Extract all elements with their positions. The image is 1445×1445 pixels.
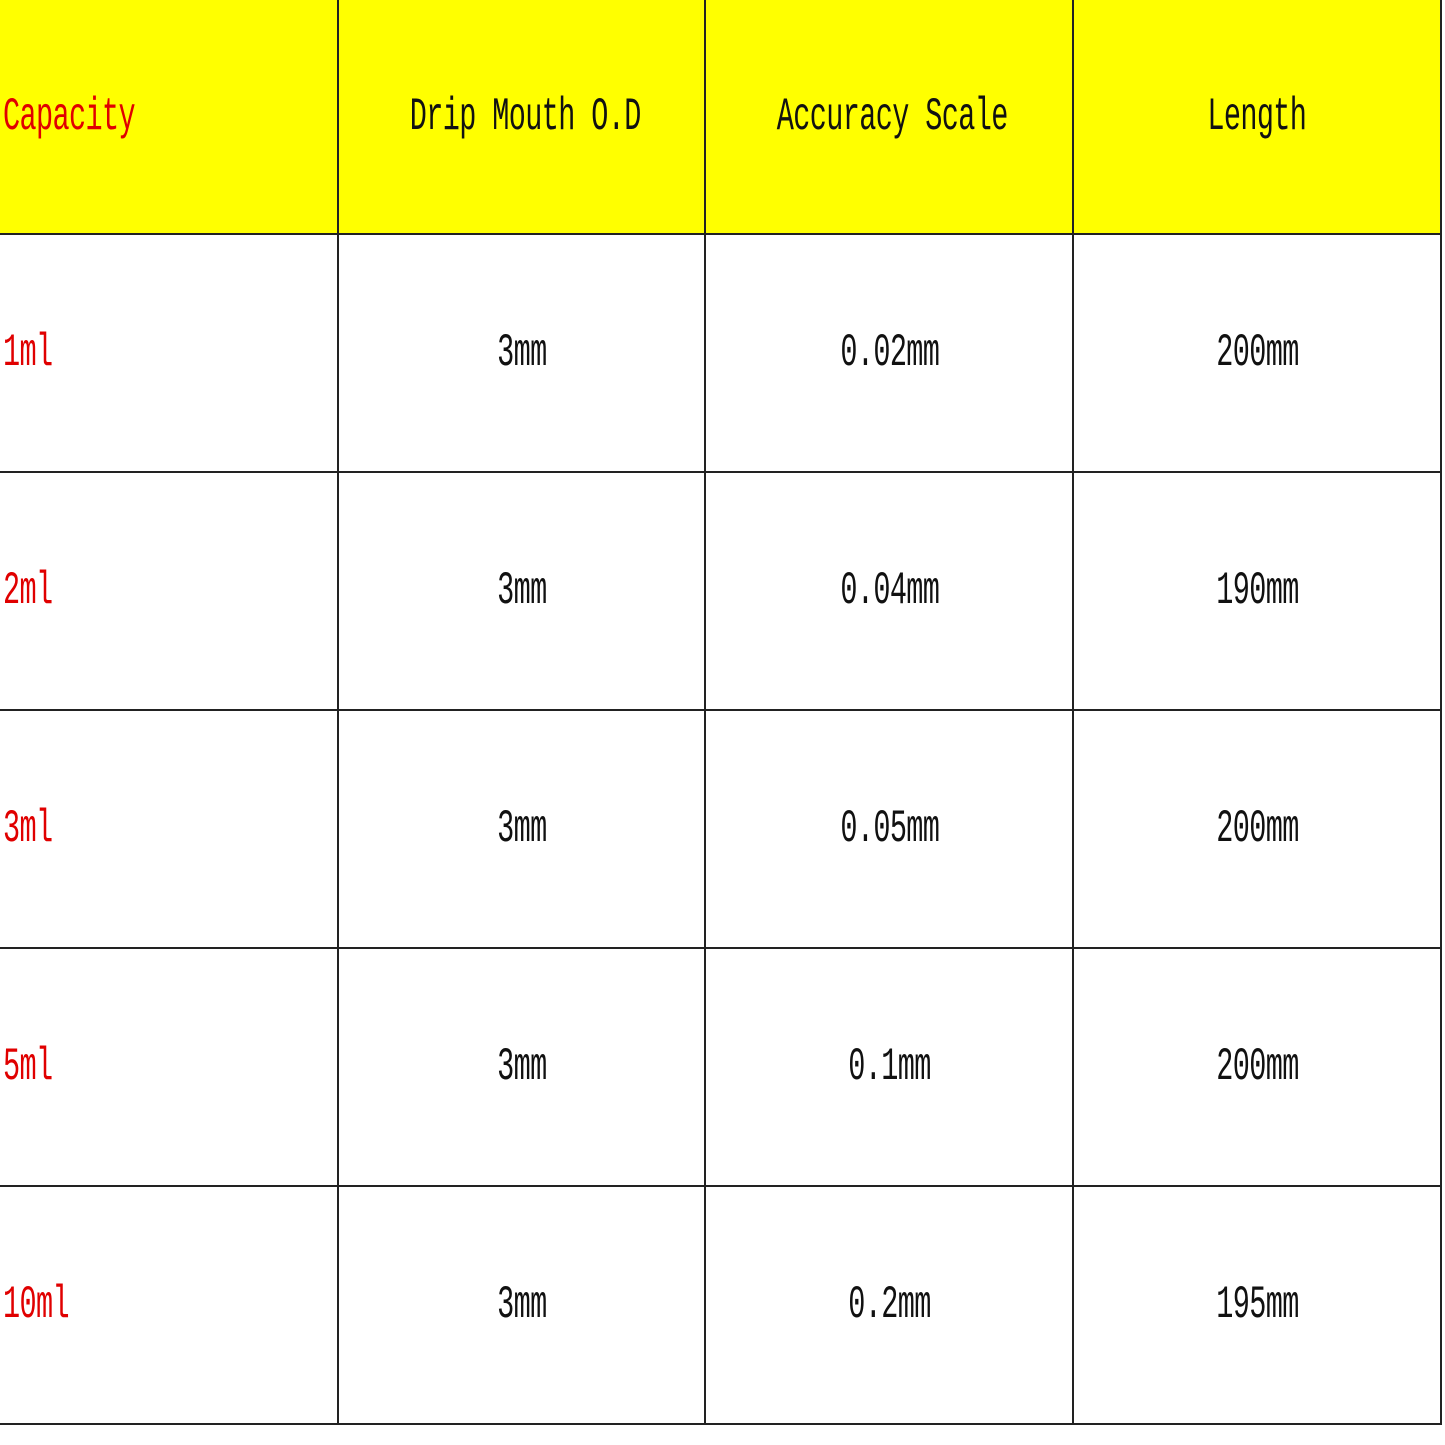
table-row: 1ml 3mm 0.02mm 200mm: [0, 233, 1442, 473]
table-row: 3ml 3mm 0.05mm 200mm: [0, 709, 1442, 949]
cell-drip-mouth: 3mm: [336, 1185, 707, 1425]
cell-capacity: 2ml: [0, 471, 339, 711]
cell-length: 200mm: [1072, 709, 1442, 949]
cell-capacity: 3ml: [0, 709, 339, 949]
cell-length: 190mm: [1072, 471, 1442, 711]
cell-drip-mouth: 3mm: [336, 233, 707, 473]
cell-accuracy-scale: 0.04mm: [704, 471, 1075, 711]
cell-accuracy-scale: 0.05mm: [704, 709, 1075, 949]
header-drip-mouth: Drip Mouth O.D: [336, 0, 707, 235]
cell-capacity: 10ml: [0, 1185, 339, 1425]
cell-capacity: 5ml: [0, 947, 339, 1187]
cell-drip-mouth: 3mm: [336, 709, 707, 949]
cell-accuracy-scale: 0.1mm: [704, 947, 1075, 1187]
cell-length: 195mm: [1072, 1185, 1442, 1425]
table-header-row: Capacity Drip Mouth O.D Accuracy Scale L…: [0, 0, 1442, 235]
cell-accuracy-scale: 0.02mm: [704, 233, 1075, 473]
header-capacity: Capacity: [0, 0, 339, 235]
header-accuracy-scale: Accuracy Scale: [704, 0, 1075, 235]
table-row: 5ml 3mm 0.1mm 200mm: [0, 947, 1442, 1187]
cell-length: 200mm: [1072, 947, 1442, 1187]
table-row: 10ml 3mm 0.2mm 195mm: [0, 1185, 1442, 1425]
cell-drip-mouth: 3mm: [336, 471, 707, 711]
cell-drip-mouth: 3mm: [336, 947, 707, 1187]
cell-accuracy-scale: 0.2mm: [704, 1185, 1075, 1425]
header-length: Length: [1072, 0, 1442, 235]
cell-length: 200mm: [1072, 233, 1442, 473]
cell-capacity: 1ml: [0, 233, 339, 473]
table-row: 2ml 3mm 0.04mm 190mm: [0, 471, 1442, 711]
